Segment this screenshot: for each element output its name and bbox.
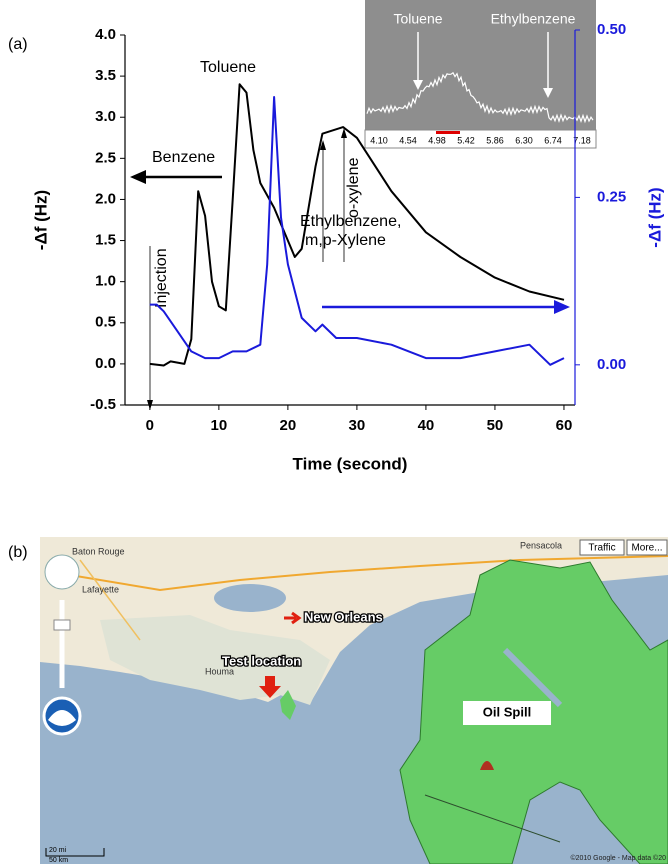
y-tick-label: 3.5 bbox=[95, 67, 116, 84]
callout: New Orleans bbox=[304, 609, 383, 624]
scale-bar bbox=[45, 848, 105, 857]
x-tick-label: 30 bbox=[349, 417, 366, 434]
oil-patch bbox=[280, 690, 296, 720]
y-tick-label: 2.5 bbox=[95, 149, 116, 166]
boundary bbox=[424, 794, 561, 843]
panel-label: (a) bbox=[8, 36, 28, 53]
y-tick-label: 4.0 bbox=[95, 26, 116, 43]
x-tick-label: 50 bbox=[487, 417, 504, 434]
annotation: Toluene bbox=[200, 59, 256, 76]
inset-trace bbox=[366, 71, 594, 124]
y2-tick-label: 0.00 bbox=[597, 356, 626, 373]
control-label[interactable]: More... bbox=[631, 543, 662, 554]
arrowhead bbox=[341, 128, 347, 138]
zoom-handle[interactable] bbox=[53, 619, 71, 631]
road bbox=[79, 559, 141, 641]
control-label[interactable]: Traffic bbox=[588, 543, 615, 554]
place-label: Baton Rouge bbox=[72, 546, 125, 556]
inset-marker bbox=[436, 131, 460, 134]
place-label: Lafayette bbox=[82, 584, 119, 594]
annotation: Benzene bbox=[152, 149, 215, 166]
callout-box bbox=[463, 701, 551, 725]
data-line bbox=[149, 83, 565, 367]
inset-arrowhead bbox=[413, 80, 423, 90]
annotation: m,p-Xylene bbox=[305, 232, 386, 249]
y2-tick-label: 0.50 bbox=[597, 21, 626, 38]
y2-axis-title: -Δf (Hz) bbox=[645, 187, 664, 247]
inset-tick-label: 6.74 bbox=[544, 135, 562, 145]
arrowhead bbox=[320, 140, 326, 150]
x-tick-label: 40 bbox=[418, 417, 435, 434]
x-tick-label: 0 bbox=[146, 417, 154, 434]
inset-label: Ethylbenzene bbox=[491, 11, 576, 27]
inset-tick-label: 4.54 bbox=[399, 135, 417, 145]
y-tick-label: 0.5 bbox=[95, 314, 116, 331]
place-label: Houma bbox=[205, 666, 234, 676]
annotation: Injection bbox=[153, 248, 170, 308]
y-axis-title: -Δf (Hz) bbox=[31, 190, 50, 250]
y-tick-label: 1.5 bbox=[95, 232, 116, 249]
callout: Oil Spill bbox=[483, 704, 531, 719]
y-tick-label: 1.0 bbox=[95, 273, 116, 290]
inset-label: Toluene bbox=[393, 11, 442, 27]
pan-control[interactable] bbox=[44, 554, 80, 590]
inset-tick-label: 4.98 bbox=[428, 135, 446, 145]
panel-label: (b) bbox=[8, 544, 28, 561]
inset-tick-label: 4.10 bbox=[370, 135, 388, 145]
x-tick-label: 20 bbox=[280, 417, 297, 434]
x-tick-label: 10 bbox=[211, 417, 228, 434]
noaa-logo-bird bbox=[48, 710, 76, 726]
scale-label: 20 mi bbox=[49, 847, 67, 854]
attribution: ©2010 Google - Map data ©20 bbox=[570, 854, 666, 862]
arrowhead bbox=[130, 170, 146, 184]
data-line bbox=[149, 96, 565, 366]
callout-arrow bbox=[284, 611, 302, 625]
inset-tick-label: 5.42 bbox=[457, 135, 475, 145]
control-button[interactable] bbox=[626, 539, 668, 556]
place-label: Pensacola bbox=[520, 540, 562, 550]
lake bbox=[214, 584, 286, 612]
map: Traffic More... Baton Rouge Lafayette Ho… bbox=[40, 537, 668, 864]
y-tick-label: 2.0 bbox=[95, 190, 116, 207]
callout-arrow bbox=[259, 676, 281, 698]
x-axis-title: Time (second) bbox=[293, 454, 408, 473]
road bbox=[69, 555, 668, 592]
callout: Test location bbox=[222, 653, 301, 668]
inset-axis-strip bbox=[364, 129, 597, 149]
control-button[interactable] bbox=[579, 539, 625, 556]
y-tick-label: 3.0 bbox=[95, 108, 116, 125]
channel bbox=[502, 647, 563, 708]
inset: Toluene Ethylbenzene 4.10 4.54 4.98 5.42 5.8… bbox=[364, 0, 597, 149]
arrowhead bbox=[554, 300, 570, 314]
inset-tick-label: 7.18 bbox=[573, 135, 591, 145]
annotation: o-xylene bbox=[345, 157, 362, 218]
inset-tick-label: 5.86 bbox=[486, 135, 504, 145]
y2-tick-label: 0.25 bbox=[597, 188, 626, 205]
annotation: Ethylbenzene, bbox=[300, 213, 401, 230]
inset-arrowhead bbox=[543, 88, 553, 98]
scale-label: 50 km bbox=[49, 857, 68, 864]
y-tick-label: -0.5 bbox=[90, 396, 116, 413]
rig-marker bbox=[480, 761, 494, 770]
x-tick-label: 60 bbox=[556, 417, 573, 434]
y-tick-label: 0.0 bbox=[95, 355, 116, 372]
inset-tick-label: 6.30 bbox=[515, 135, 533, 145]
